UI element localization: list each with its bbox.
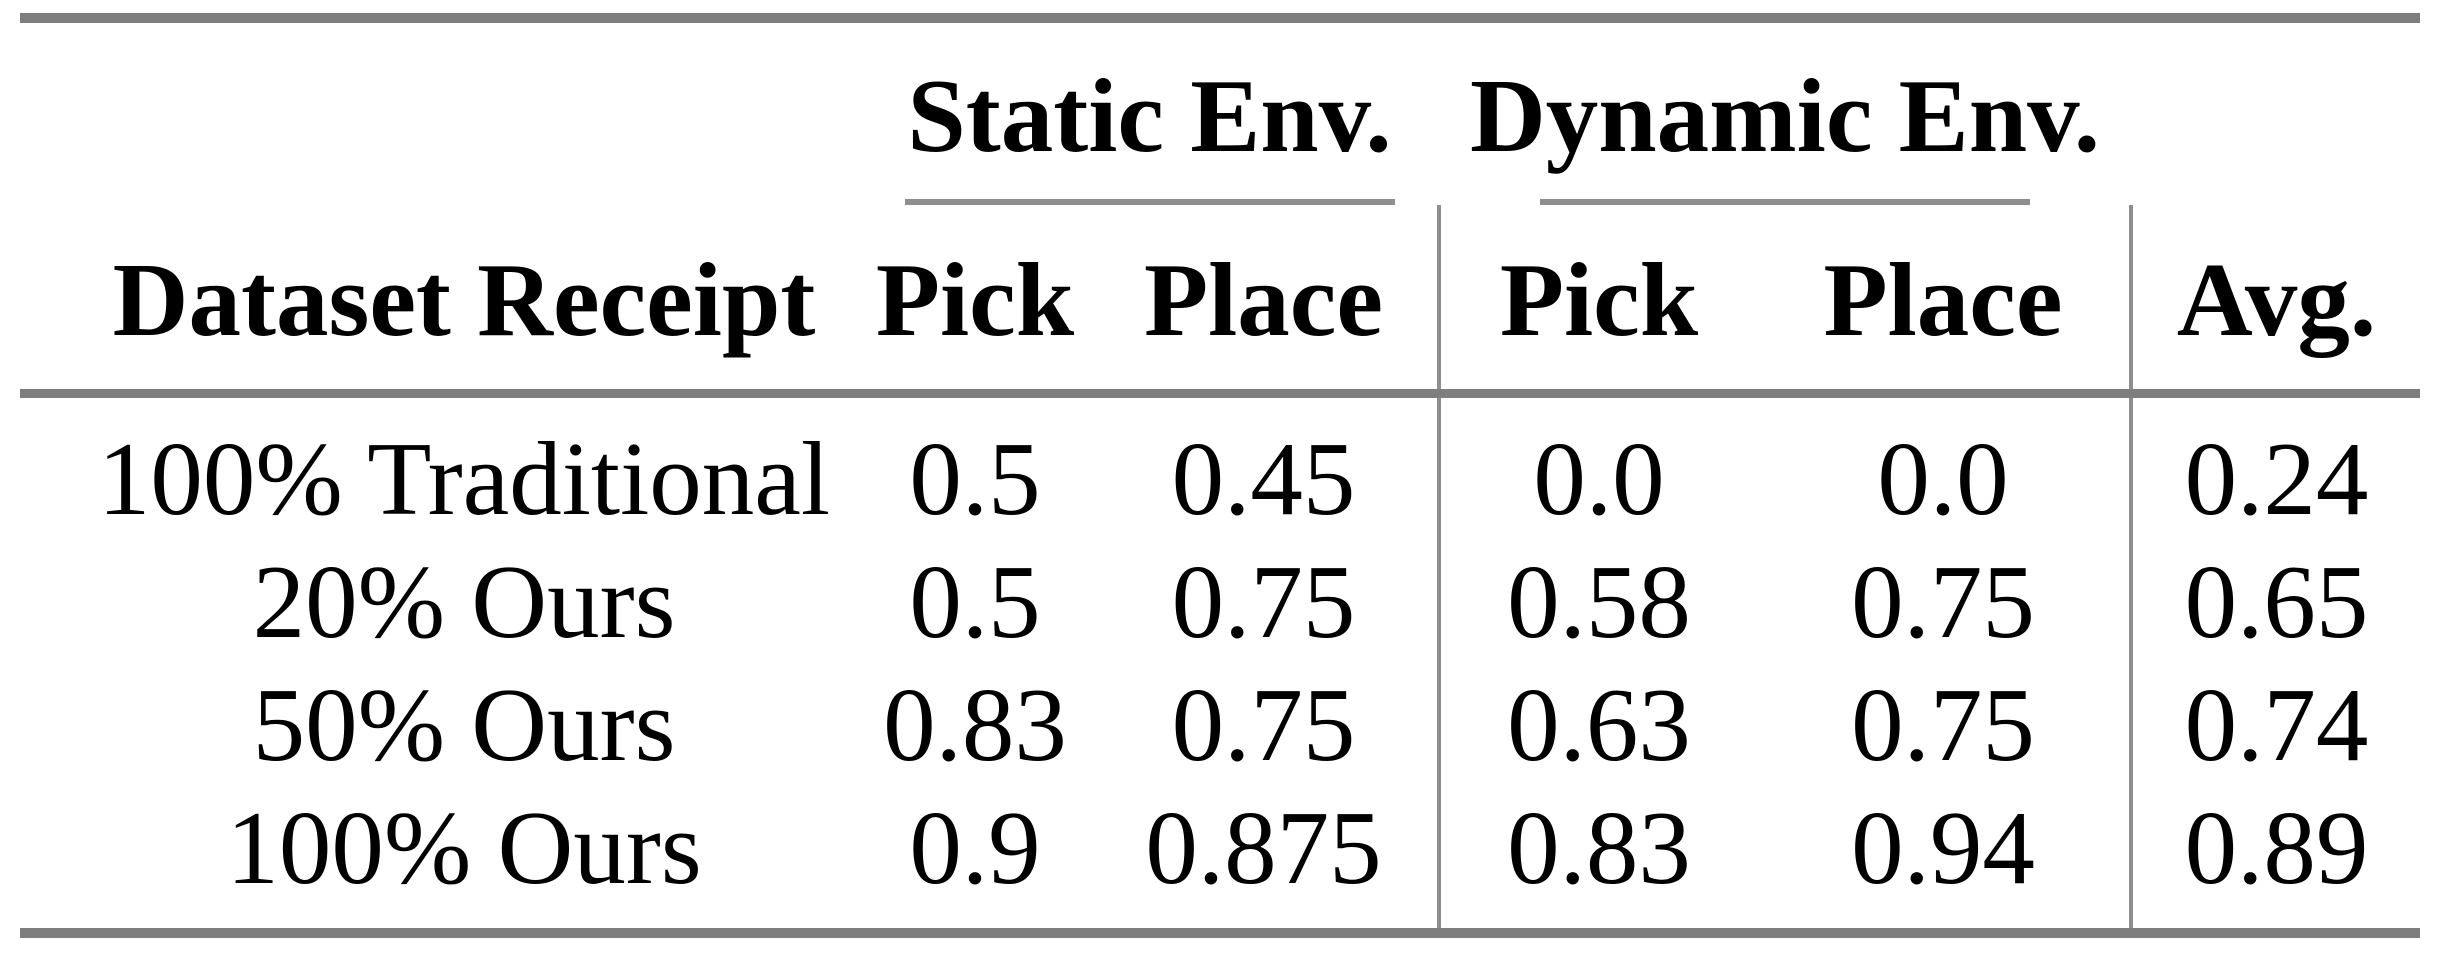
cell-avg: 0.89 [2129,780,2421,933]
cell-static-place: 0.75 [1171,543,1356,660]
cell-avg: 0.74 [2129,657,2421,780]
cell-dynamic-pick: 0.0 [1437,393,1757,534]
cell-avg: 0.65 [2129,534,2421,657]
column-header-dataset-receipt: Dataset Receipt [20,205,860,398]
cell-dynamic-pick: 0.58 [1437,534,1757,657]
cell-dynamic-place: 0.75 [1851,666,2035,783]
column-header-dynamic-pick: Pick [1437,205,1757,398]
header-group-row: Static Env. Dynamic Env. [20,18,2420,205]
header-group-static-env: Static Env. [860,18,1439,205]
dynamic-env-label: Dynamic Env. [1469,57,2101,174]
cell-dynamic-place: 0.75 [1851,543,2035,660]
cell-static-place: 0.45 [1171,420,1356,537]
cell-static-pick: 0.83 [883,666,1067,783]
group-row-spacer-right [2131,18,2420,205]
header-group-dynamic-env: Dynamic Env. [1439,18,2131,205]
cell-dynamic-pick: 0.83 [1437,780,1757,933]
cell-static-pick: 0.5 [909,543,1041,660]
column-header-static-pick: Pick [860,205,1090,398]
table-row: 100% Traditional 0.5 0.45 0.0 0.0 0.24 [20,393,2421,537]
column-header-dynamic-place: Place [1757,205,2132,398]
static-env-underline [904,199,1395,205]
row-label: 20% Ours [252,543,676,660]
column-header-avg: Avg. [2129,205,2421,398]
cell-avg: 0.24 [2129,393,2421,534]
cell-static-pick: 0.9 [909,789,1041,906]
table-row: 50% Ours 0.83 0.75 0.63 0.75 0.74 [20,657,2421,783]
row-label: 100% Traditional [97,420,831,537]
dynamic-env-underline [1540,199,2030,205]
column-header-static-place: Place [1090,205,1439,398]
cell-static-place: 0.75 [1171,666,1356,783]
row-label: 100% Ours [226,789,702,906]
cell-dynamic-place: 0.94 [1851,789,2035,906]
group-row-spacer-left [20,18,860,205]
table-row: 100% Ours 0.9 0.875 0.83 0.94 0.89 [20,780,2421,933]
table-row: 20% Ours 0.5 0.75 0.58 0.75 0.65 [20,534,2421,660]
row-label: 50% Ours [252,666,676,783]
cell-static-pick: 0.5 [909,420,1041,537]
header-columns-row: Dataset Receipt Pick Place Pick Place Av… [20,205,2421,398]
cell-dynamic-place: 0.0 [1877,420,2009,537]
cell-static-place: 0.875 [1145,789,1382,906]
cell-dynamic-pick: 0.63 [1437,657,1757,780]
results-table: Static Env. Dynamic Env. Dataset Receipt… [20,13,2421,938]
static-env-label: Static Env. [907,57,1392,174]
